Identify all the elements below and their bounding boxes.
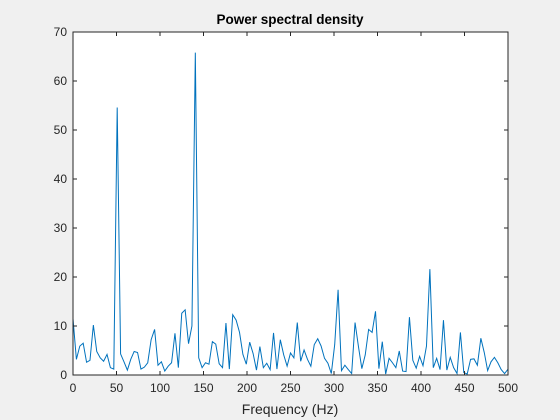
x-tick-label: 50 xyxy=(110,381,124,395)
x-tick-label: 400 xyxy=(411,381,431,395)
y-tick-label: 50 xyxy=(54,123,68,137)
x-tick-label: 300 xyxy=(324,381,344,395)
x-tick-label: 100 xyxy=(150,381,170,395)
y-tick-label: 0 xyxy=(60,368,67,382)
y-tick-label: 60 xyxy=(54,74,68,88)
x-axis-label: Frequency (Hz) xyxy=(242,401,338,417)
y-tick-label: 40 xyxy=(54,172,68,186)
x-tick-label: 350 xyxy=(367,381,387,395)
x-tick-label: 150 xyxy=(193,381,213,395)
y-tick-label: 70 xyxy=(54,25,68,39)
plot-area xyxy=(73,32,508,375)
series-line-0 xyxy=(72,52,509,376)
x-tick-label: 450 xyxy=(454,381,474,395)
x-tick-label: 500 xyxy=(498,381,518,395)
y-tick-label: 10 xyxy=(54,319,68,333)
axes-box xyxy=(72,31,509,376)
chart-title: Power spectral density xyxy=(216,12,364,27)
x-tick-label: 200 xyxy=(237,381,257,395)
x-tick-label: 0 xyxy=(70,381,77,395)
axis-ticks: 0 50 100 150 200 250 300 350 400 450 500 0 10 20 30 40 5… xyxy=(54,25,519,395)
plot-lines xyxy=(72,52,509,376)
y-tick-label: 30 xyxy=(54,221,68,235)
x-tick-label: 250 xyxy=(280,381,300,395)
y-tick-label: 20 xyxy=(54,270,68,284)
